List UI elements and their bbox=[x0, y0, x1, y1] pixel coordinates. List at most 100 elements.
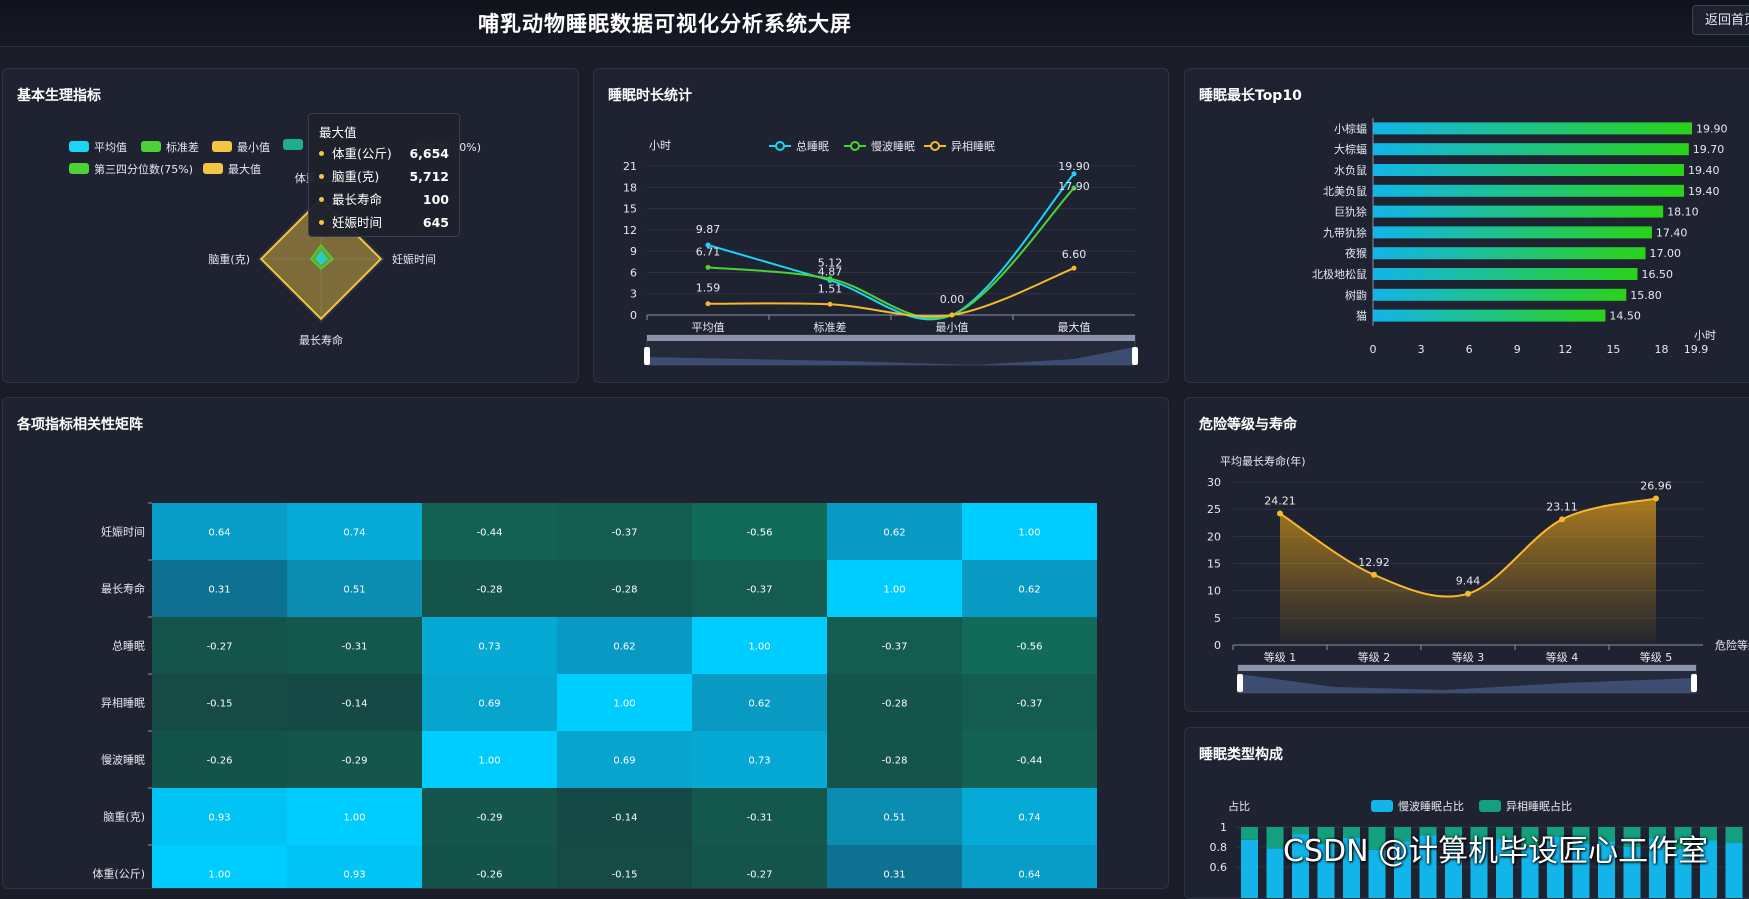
heatmap-cell bbox=[692, 674, 827, 731]
legend-item[interactable]: 最小值 bbox=[212, 139, 270, 155]
cell-value: 0.64 bbox=[208, 528, 230, 539]
bar-slow-wave bbox=[1725, 842, 1743, 898]
data-label: 26.96 bbox=[1640, 480, 1672, 493]
cell-value: -0.37 bbox=[747, 585, 773, 596]
cell-value: 1.00 bbox=[613, 699, 635, 710]
cell-value: 0.31 bbox=[208, 585, 230, 596]
y-axis-unit: 小时 bbox=[649, 139, 671, 152]
heatmap-cell bbox=[827, 845, 962, 888]
legend-item[interactable]: 最大值 bbox=[203, 161, 261, 177]
data-point bbox=[1465, 590, 1471, 597]
cell-value: 0.73 bbox=[748, 756, 770, 767]
row-label: 慢波睡眠 bbox=[101, 754, 145, 767]
bar-paradoxical bbox=[1623, 827, 1641, 847]
heatmap-cell bbox=[557, 560, 692, 617]
heatmap-cell bbox=[557, 503, 692, 560]
legend-marker bbox=[775, 141, 785, 151]
y-tick-label: 21 bbox=[623, 160, 637, 173]
x-tick-label: 3 bbox=[1418, 343, 1425, 356]
cell-value: -0.14 bbox=[342, 699, 368, 710]
x-axis-title: 危险等级 bbox=[1715, 638, 1749, 652]
bar-paradoxical bbox=[1725, 827, 1743, 843]
data-point bbox=[827, 301, 833, 307]
y-tick-label: 北美负鼠 bbox=[1323, 184, 1367, 198]
panel-sleep-duration: 睡眠时长统计 小时 0 3 6 9 12 15 18 21 平均值 标准差 最小值 最大值 总睡眠 慢波睡眠… bbox=[593, 68, 1169, 383]
y-tick-label: 北极地松鼠 bbox=[1312, 267, 1367, 281]
bar-paradoxical bbox=[1419, 827, 1437, 836]
area-fill bbox=[1280, 498, 1656, 645]
heatmap-cell bbox=[557, 731, 692, 788]
legend-item[interactable]: 第三四分位数(75%) bbox=[69, 161, 193, 177]
y-tick-label: 25 bbox=[1207, 503, 1221, 516]
heatmap-cell bbox=[152, 674, 287, 731]
heatmap-cell bbox=[422, 845, 557, 888]
data-point bbox=[1071, 265, 1077, 271]
cell-value: -0.26 bbox=[477, 870, 503, 881]
bar-value-label: 17.40 bbox=[1656, 226, 1688, 239]
data-point bbox=[705, 301, 711, 307]
legend-item[interactable] bbox=[283, 139, 308, 152]
correlation-heatmap: 妊娠时间 0.64 0.74 -0.44 -0.37 -0.56 0.62 1.00 最长寿命 0… bbox=[92, 502, 1097, 888]
heatmap-cell bbox=[692, 560, 827, 617]
panel-title: 睡眠最长Top10 bbox=[1199, 88, 1302, 104]
heatmap-cell bbox=[962, 617, 1097, 674]
y-tick-label: 0 bbox=[1214, 639, 1221, 652]
heatmap-cell bbox=[287, 845, 422, 888]
row-label: 总睡眠 bbox=[112, 639, 145, 653]
bar-paradoxical bbox=[1496, 827, 1513, 840]
y-tick-label: 1 bbox=[1220, 821, 1227, 834]
cell-value: 0.74 bbox=[1018, 813, 1040, 824]
bar-paradoxical bbox=[1521, 827, 1539, 848]
heatmap-cell bbox=[827, 503, 962, 560]
data-label: 9.44 bbox=[1456, 575, 1481, 588]
legend-item[interactable]: 标准差 bbox=[141, 139, 199, 155]
heatmap-cell bbox=[422, 674, 557, 731]
y-tick-label: 巨犰狳 bbox=[1334, 205, 1367, 219]
x-tick-label: 标准差 bbox=[814, 320, 847, 334]
cell-value: -0.31 bbox=[747, 813, 773, 824]
tooltip-row: 脑重(克) 5,712 bbox=[319, 165, 449, 188]
heatmap-cell bbox=[692, 617, 827, 674]
bar-paradoxical bbox=[1343, 827, 1360, 838]
composition-bar-chart: 占比 慢波睡眠占比 异相睡眠占比 1 0.8 0.6 bbox=[1210, 799, 1745, 898]
danger-area-chart: 平均最长寿命(年) 0 5 10 15 20 25 30 等级 1 等级 2 等级 3 等级 4 等级 … bbox=[1207, 454, 1749, 694]
cell-value: -0.15 bbox=[207, 699, 233, 710]
series-line bbox=[707, 267, 1075, 318]
legend-label: 慢波睡眠占比 bbox=[1398, 799, 1464, 813]
radar-axis-label: 妊娠时间 bbox=[392, 252, 436, 266]
data-label: 12.92 bbox=[1358, 556, 1390, 569]
cell-value: 0.62 bbox=[1018, 585, 1040, 596]
y-tick-label: 猫 bbox=[1356, 310, 1367, 323]
heatmap-cell bbox=[287, 503, 422, 560]
bar-value-label: 14.50 bbox=[1609, 310, 1641, 323]
y-tick-label: 5 bbox=[1214, 612, 1221, 625]
heatmap-cell bbox=[422, 503, 557, 560]
data-point bbox=[705, 242, 711, 248]
back-home-button[interactable]: 返回首页 bbox=[1692, 5, 1749, 35]
bar-value-label: 15.80 bbox=[1630, 289, 1662, 302]
bar-slow-wave bbox=[1266, 848, 1284, 898]
heatmap-cell bbox=[962, 845, 1097, 888]
heatmap-cell bbox=[152, 503, 287, 560]
cell-value: 0.69 bbox=[478, 699, 500, 710]
heatmap-cell bbox=[557, 617, 692, 674]
bar-paradoxical bbox=[1292, 827, 1309, 835]
x-tick-label: 9 bbox=[1514, 343, 1521, 356]
bar-paradoxical bbox=[1317, 827, 1335, 845]
y-tick-label: 小棕蝠 bbox=[1334, 121, 1367, 135]
x-tick-label: 最小值 bbox=[936, 321, 969, 334]
bar bbox=[1373, 184, 1684, 197]
data-label: 1.59 bbox=[696, 282, 721, 295]
data-point bbox=[1371, 571, 1377, 578]
cell-value: 1.00 bbox=[343, 813, 365, 824]
legend-item[interactable]: 平均值 bbox=[69, 139, 127, 155]
x-tick-label: 19.9 bbox=[1684, 343, 1709, 356]
bar bbox=[1373, 164, 1684, 176]
cell-value: -0.28 bbox=[882, 699, 908, 710]
heatmap-cell bbox=[152, 617, 287, 674]
cell-value: -0.15 bbox=[612, 870, 638, 881]
heatmap-cell bbox=[422, 617, 557, 674]
x-tick-label: 最大值 bbox=[1058, 320, 1091, 334]
panel-title: 危险等级与寿命 bbox=[1199, 417, 1297, 433]
bar-slow-wave bbox=[1241, 839, 1258, 898]
